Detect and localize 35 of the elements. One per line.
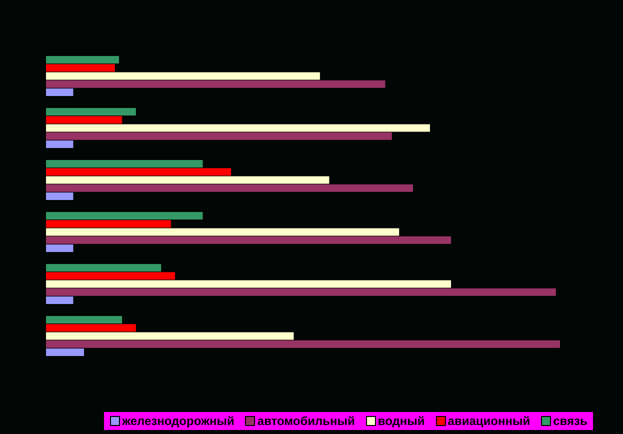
legend-label: связь xyxy=(553,414,588,428)
bar xyxy=(46,184,413,192)
bar xyxy=(46,332,294,340)
bar xyxy=(46,168,232,176)
bar xyxy=(46,124,430,132)
bar xyxy=(46,80,386,88)
bar xyxy=(46,296,74,304)
bar xyxy=(46,64,115,72)
bar xyxy=(46,116,122,124)
bar xyxy=(46,348,84,356)
bar xyxy=(46,236,452,244)
bar xyxy=(46,288,556,296)
bar xyxy=(46,280,452,288)
bar xyxy=(46,140,74,148)
bar xyxy=(46,108,136,116)
bar xyxy=(46,192,74,200)
legend-label: водный xyxy=(378,414,425,428)
bar xyxy=(46,244,74,252)
bar xyxy=(46,340,560,348)
bar xyxy=(46,132,392,140)
bar xyxy=(46,228,400,236)
bar xyxy=(46,88,74,96)
bar xyxy=(46,56,119,64)
bar xyxy=(46,272,176,280)
bar xyxy=(46,72,320,80)
bar xyxy=(46,324,136,332)
bar xyxy=(46,264,162,272)
bar xyxy=(46,160,203,168)
bar xyxy=(46,176,330,184)
legend-label: железнодорожный xyxy=(122,414,234,428)
legend-label: авиационный xyxy=(448,414,530,428)
bar xyxy=(46,212,203,220)
bar xyxy=(46,220,171,228)
bar xyxy=(46,316,122,324)
legend-label: автомобильный xyxy=(257,414,355,428)
